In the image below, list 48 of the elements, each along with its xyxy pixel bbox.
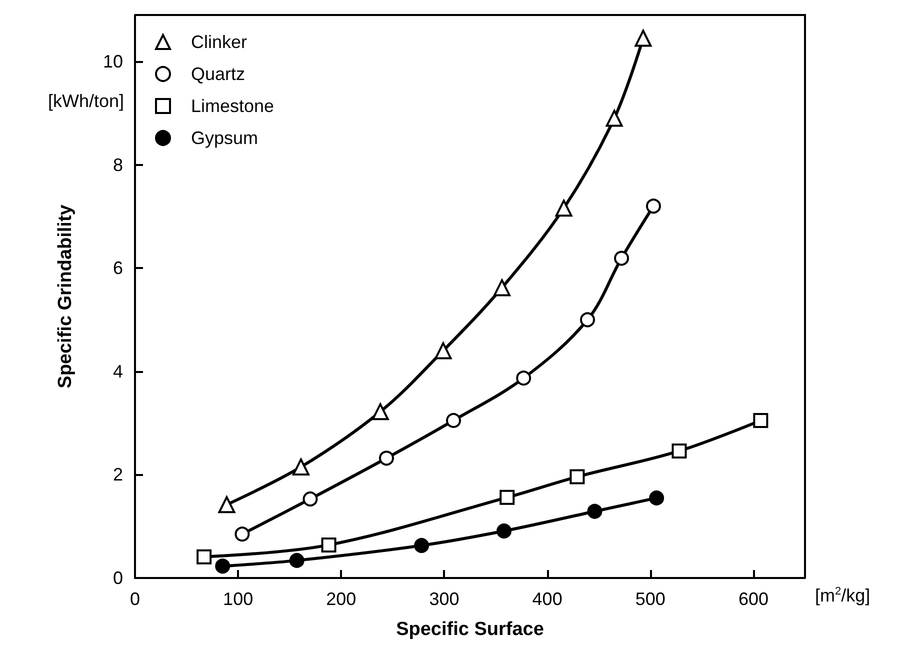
point bbox=[570, 469, 585, 484]
x-axis-title: Specific Surface bbox=[396, 619, 544, 640]
point bbox=[292, 458, 310, 476]
point bbox=[446, 412, 462, 428]
point bbox=[379, 450, 394, 466]
point bbox=[234, 526, 250, 542]
point bbox=[321, 537, 336, 552]
point bbox=[649, 490, 664, 506]
point bbox=[606, 110, 623, 127]
text: [kWh/ton] bbox=[48, 91, 124, 111]
x-tick-label: 500 bbox=[635, 589, 666, 609]
point bbox=[580, 312, 596, 328]
point bbox=[434, 342, 452, 360]
point bbox=[555, 200, 572, 217]
y-tick-label: 4 bbox=[112, 361, 123, 382]
point bbox=[414, 538, 430, 553]
point bbox=[500, 490, 515, 505]
y-axis-title: Specific Grindability bbox=[55, 204, 76, 388]
point bbox=[372, 403, 389, 420]
x-tick-label: 200 bbox=[326, 589, 356, 609]
x-tick-label: 600 bbox=[738, 589, 768, 609]
y-tick-label: 10 bbox=[102, 51, 123, 72]
x-tick-label: 400 bbox=[532, 589, 562, 609]
point bbox=[496, 524, 512, 538]
y-tick-label: 6 bbox=[112, 258, 123, 278]
point bbox=[218, 496, 236, 514]
legend-label: Limestone bbox=[191, 96, 274, 116]
point bbox=[516, 370, 532, 386]
point bbox=[753, 412, 768, 428]
x-tick-label: 100 bbox=[223, 589, 254, 609]
point bbox=[587, 504, 602, 519]
point bbox=[215, 558, 230, 574]
point bbox=[634, 30, 652, 47]
point bbox=[289, 552, 304, 568]
y-tick-label: 2 bbox=[112, 464, 123, 485]
legend-label: Gypsum bbox=[191, 128, 258, 148]
y-tick-label: 8 bbox=[112, 154, 123, 175]
y-tick-label: 0 bbox=[112, 568, 123, 588]
point bbox=[196, 549, 212, 564]
legend-label: Clinker bbox=[191, 32, 248, 52]
point bbox=[302, 491, 318, 506]
x-tick-label: 300 bbox=[429, 589, 460, 609]
x-tick-label: 0 bbox=[130, 589, 140, 609]
point bbox=[614, 250, 630, 266]
point bbox=[672, 443, 687, 458]
point bbox=[493, 279, 510, 296]
legend-label: Quartz bbox=[191, 64, 246, 84]
point bbox=[646, 198, 661, 214]
